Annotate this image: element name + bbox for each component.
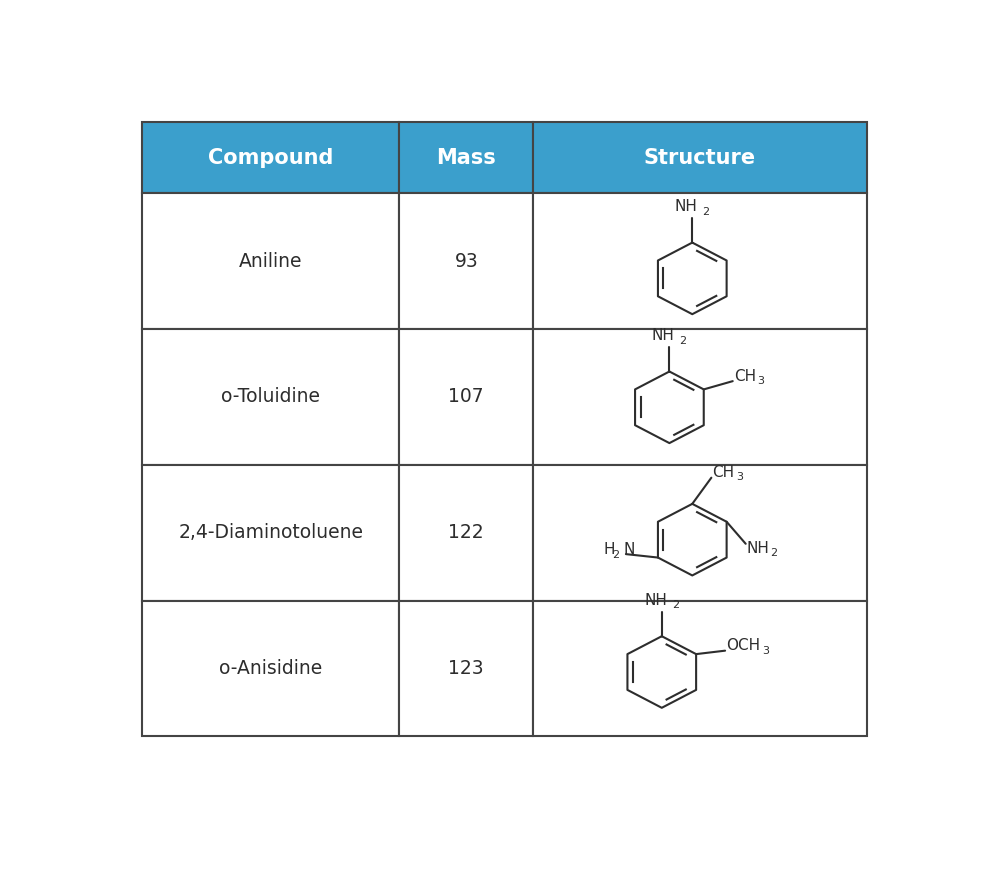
Text: 2: 2 bbox=[612, 550, 620, 560]
Bar bbox=[400, 465, 533, 601]
Text: o-Toluidine: o-Toluidine bbox=[221, 387, 320, 407]
Text: Compound: Compound bbox=[208, 148, 334, 168]
Text: Mass: Mass bbox=[436, 148, 496, 168]
Text: OCH: OCH bbox=[726, 638, 761, 654]
Text: 107: 107 bbox=[449, 387, 484, 407]
Bar bbox=[533, 601, 867, 737]
Text: Aniline: Aniline bbox=[239, 252, 302, 271]
Text: 2: 2 bbox=[680, 335, 687, 345]
Text: NH: NH bbox=[645, 593, 667, 608]
Text: o-Anisidine: o-Anisidine bbox=[219, 659, 323, 678]
Text: N: N bbox=[624, 542, 635, 557]
Bar bbox=[142, 601, 400, 737]
Bar bbox=[142, 465, 400, 601]
Text: 122: 122 bbox=[449, 523, 484, 543]
Text: 3: 3 bbox=[762, 645, 769, 655]
Text: 2,4-Diaminotoluene: 2,4-Diaminotoluene bbox=[178, 523, 363, 543]
Bar bbox=[142, 122, 400, 193]
Text: NH: NH bbox=[747, 541, 769, 556]
Text: 93: 93 bbox=[455, 252, 478, 271]
Bar bbox=[533, 193, 867, 329]
Bar bbox=[533, 465, 867, 601]
Text: 3: 3 bbox=[736, 472, 743, 482]
Text: NH: NH bbox=[651, 328, 675, 343]
Text: 3: 3 bbox=[758, 376, 765, 386]
Text: 2: 2 bbox=[703, 207, 709, 216]
Bar bbox=[533, 329, 867, 465]
Bar bbox=[533, 122, 867, 193]
Text: CH: CH bbox=[712, 465, 735, 480]
Text: 123: 123 bbox=[449, 659, 484, 678]
Bar bbox=[142, 329, 400, 465]
Bar bbox=[142, 193, 400, 329]
Text: 2: 2 bbox=[672, 600, 679, 611]
Text: NH: NH bbox=[675, 199, 698, 215]
Bar bbox=[400, 601, 533, 737]
Bar bbox=[400, 329, 533, 465]
Bar bbox=[400, 193, 533, 329]
Text: CH: CH bbox=[734, 369, 756, 384]
Bar bbox=[400, 122, 533, 193]
Text: H: H bbox=[603, 542, 615, 557]
Text: Structure: Structure bbox=[644, 148, 756, 168]
Text: 2: 2 bbox=[770, 548, 777, 559]
